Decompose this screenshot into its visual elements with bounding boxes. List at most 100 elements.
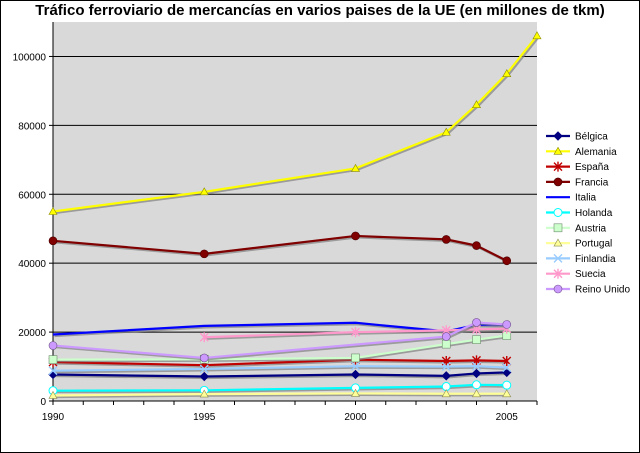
y-tick-label: 80000 (18, 121, 46, 132)
series-line-shadow (54, 323, 509, 338)
data-point (502, 69, 512, 77)
legend-label: Italia (575, 193, 597, 204)
data-point (350, 369, 361, 380)
legend-marker (553, 268, 563, 279)
legend-item: Portugal (546, 238, 612, 250)
series-finlandia (48, 361, 512, 376)
data-point (441, 339, 451, 349)
legend-item: Francia (546, 177, 609, 188)
data-point (502, 256, 512, 266)
series-line-shadow (54, 393, 509, 399)
legend-item: Suecia (546, 268, 606, 280)
data-point (351, 231, 360, 241)
legend-label: Holanda (575, 208, 613, 219)
legend-item: Holanda (546, 208, 613, 219)
data-point (471, 389, 482, 398)
legend-label: Bélgica (575, 132, 608, 143)
data-point (199, 353, 209, 363)
data-point (199, 187, 209, 196)
legend-label: Suecia (575, 269, 606, 280)
legend-marker (553, 177, 563, 187)
y-tick-label: 100000 (13, 52, 47, 63)
series-portugal (48, 388, 512, 399)
data-point (48, 355, 58, 364)
y-tick-label: 40000 (18, 259, 46, 270)
data-point (472, 318, 481, 327)
series-line-shadow (54, 360, 509, 368)
x-tick-label: 1990 (42, 412, 65, 423)
y-tick-label: 0 (40, 397, 46, 408)
x-tick-label: 2005 (496, 412, 519, 423)
y-tick-label: 60000 (18, 190, 46, 201)
y-tick-label: 20000 (18, 328, 46, 339)
legend-marker (553, 253, 563, 263)
series-francia (48, 231, 512, 266)
data-point (502, 320, 512, 329)
data-point (351, 327, 360, 338)
data-point (441, 127, 451, 136)
series-line (52, 234, 508, 262)
legend-label: Francia (575, 177, 609, 188)
legend-label: Austria (575, 223, 607, 234)
series-line (52, 392, 507, 397)
legend-item: Italia (546, 193, 597, 204)
series-layer (48, 31, 542, 399)
data-point (472, 241, 481, 250)
data-point (350, 163, 361, 172)
data-point (350, 388, 361, 397)
data-point (199, 371, 209, 382)
x-tick-label: 2000 (344, 412, 367, 423)
data-point (441, 332, 451, 341)
data-point (441, 389, 451, 398)
data-point (48, 206, 58, 215)
data-point (502, 363, 512, 373)
data-point (199, 364, 209, 374)
legend-item: España (546, 161, 609, 173)
data-point (472, 335, 481, 344)
data-point (502, 356, 512, 367)
series-line (52, 365, 507, 372)
series-suecia (199, 323, 512, 343)
legend-label: España (575, 162, 609, 173)
data-point (471, 100, 482, 108)
data-point (48, 390, 58, 399)
data-point (441, 371, 451, 381)
series-line-shadow (54, 385, 509, 394)
series-line (52, 371, 507, 378)
data-point (472, 380, 481, 390)
legend-marker (553, 208, 563, 217)
legend-marker (553, 223, 563, 233)
legend-marker (553, 131, 563, 141)
legend-marker (553, 284, 563, 294)
data-point (532, 31, 542, 40)
legend-label: Finlandia (575, 254, 616, 265)
series-reino-unido (48, 318, 512, 363)
data-point (441, 235, 451, 244)
data-point (199, 332, 209, 343)
data-point (351, 361, 360, 371)
x-tick-label: 1995 (193, 412, 216, 423)
data-point (199, 389, 209, 398)
series-austria (48, 331, 512, 364)
series-line (52, 334, 507, 361)
data-point (351, 353, 360, 363)
data-point (48, 236, 58, 246)
series-line-shadow (54, 372, 509, 380)
chart-title: Tráfico ferroviario de mercancías en var… (35, 2, 605, 19)
series-line-shadow (54, 335, 509, 363)
data-point (199, 249, 209, 259)
legend-item: Austria (546, 223, 607, 234)
data-point (472, 361, 481, 371)
series-line (52, 358, 507, 367)
series-line-shadow (54, 366, 509, 374)
legend-item: Finlandia (546, 254, 616, 265)
series-line (52, 383, 507, 392)
legend-label: Alemania (575, 147, 617, 158)
data-point (502, 389, 512, 398)
legend-item: Reino Unido (546, 285, 630, 296)
legend-marker (553, 161, 563, 172)
legend: Bélgica Alemania España Francia Italia Holand… (546, 131, 630, 296)
data-point (441, 362, 451, 372)
legend-item: Alemania (546, 146, 617, 158)
